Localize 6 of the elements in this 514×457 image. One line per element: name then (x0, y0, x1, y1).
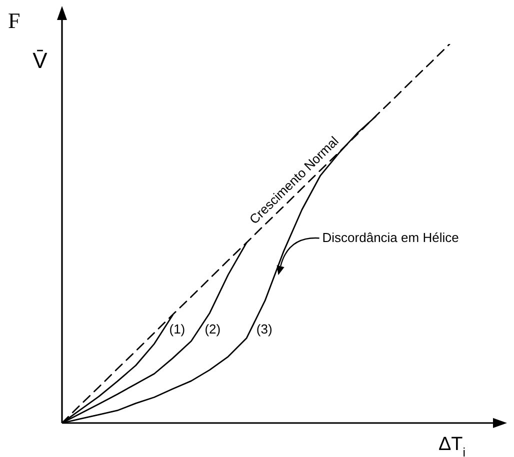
y-axis-title: V̄ (32, 48, 48, 73)
series-label: (1) (169, 321, 186, 336)
text: F (8, 8, 20, 33)
series-label: (2) (204, 321, 221, 336)
annotation: Discordância em Hélice (322, 230, 459, 246)
series-label: (3) (256, 321, 272, 336)
